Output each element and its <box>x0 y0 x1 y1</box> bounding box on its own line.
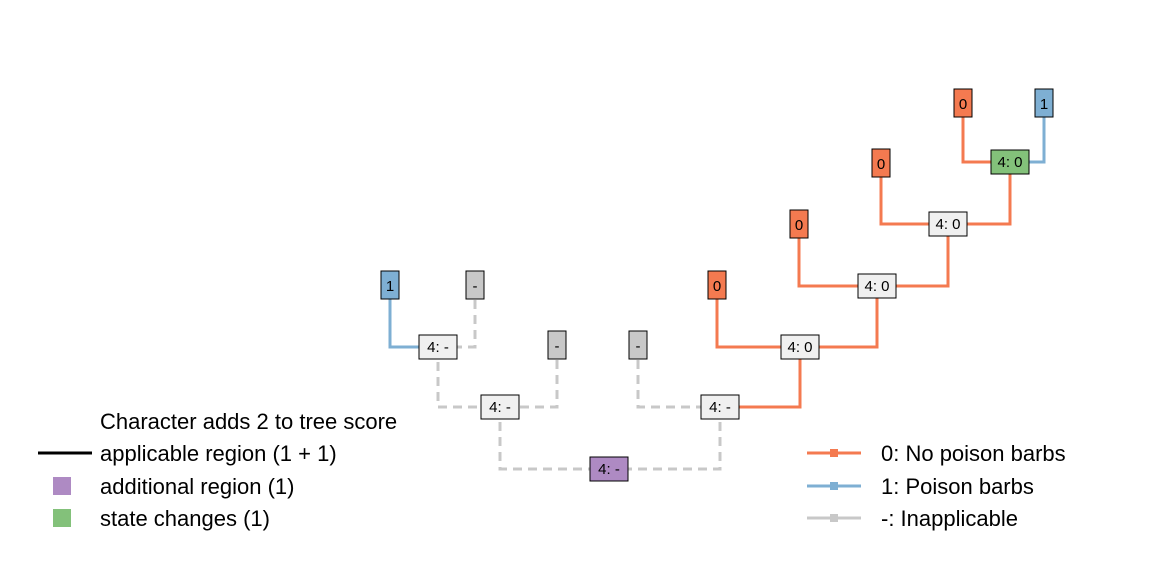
state-legend-item-inapplicable: -: Inapplicable <box>881 506 1018 531</box>
internal-node-label: 4: 0 <box>864 278 889 295</box>
tip-node-label: 1 <box>386 278 394 295</box>
state-0-point-symbol <box>830 449 838 457</box>
state-legend-item-1: 1: Poison barbs <box>881 474 1034 499</box>
internal-node-label: 4: - <box>598 461 620 478</box>
tip-node: 0 <box>953 88 973 118</box>
tip-node-label: 1 <box>1040 96 1048 113</box>
tip-node-label: 0 <box>959 96 967 113</box>
tip-node-label: 0 <box>713 278 721 295</box>
tip-node-box <box>953 88 973 118</box>
score-legend-item-additional: additional region (1) <box>100 474 294 499</box>
tip-node: - <box>465 270 485 300</box>
state-change-square-symbol <box>53 509 71 527</box>
tip-node-label: - <box>555 338 560 355</box>
tip-node: 1 <box>380 270 400 300</box>
score-legend-item-changes: state changes (1) <box>100 506 270 531</box>
internal-node-label: 4: 0 <box>787 339 812 356</box>
tip-node-box <box>1034 88 1054 118</box>
internal-node-label: 4: - <box>489 399 511 416</box>
tree-edge-t2-n1 <box>438 285 477 349</box>
internal-node-label: 4: - <box>427 339 449 356</box>
tree-edge-n6-n5 <box>800 286 879 349</box>
internal-node-box <box>990 149 1030 175</box>
tree-edges <box>388 103 1046 471</box>
internal-node-box <box>700 394 740 420</box>
internal-node-box <box>928 211 968 237</box>
tip-node: - <box>628 330 648 360</box>
internal-node-box <box>480 394 520 420</box>
tip-node: - <box>547 330 567 360</box>
internal-node-box <box>780 334 820 360</box>
tree-edge-n5-n3 <box>720 347 802 409</box>
state-inapplicable-point-symbol <box>830 514 838 522</box>
internal-node: 4: - <box>480 394 520 420</box>
internal-node: 4: 0 <box>780 334 820 360</box>
internal-node-box <box>589 456 629 482</box>
additional-region-square-symbol <box>53 477 71 495</box>
internal-node-label: 4: 0 <box>997 154 1022 171</box>
tip-node-label: 0 <box>877 156 885 173</box>
tip-node-label: - <box>473 278 478 295</box>
state-legend-item-0: 0: No poison barbs <box>881 441 1066 466</box>
internal-node: 4: 0 <box>990 149 1030 175</box>
tip-node-label: - <box>636 338 641 355</box>
internal-node: 4: - <box>418 334 458 360</box>
tree-edge-n1-n2 <box>436 347 500 409</box>
internal-node: 4: - <box>700 394 740 420</box>
tip-node-box <box>380 270 400 300</box>
tree-edge-t7-n7 <box>879 163 948 226</box>
internal-node: 4: 0 <box>928 211 968 237</box>
score-legend-item-applicable: applicable region (1 + 1) <box>100 441 337 466</box>
tip-node: 0 <box>789 209 809 239</box>
internal-node-box <box>857 273 897 299</box>
state-1-point-symbol <box>830 482 838 490</box>
tip-node: 1 <box>1034 88 1054 118</box>
internal-node: 4: 0 <box>857 273 897 299</box>
tree-edge-n3-n4 <box>609 407 722 471</box>
internal-node-label: 4: 0 <box>935 216 960 233</box>
tip-node-box <box>628 330 648 360</box>
tip-node: 0 <box>871 148 891 178</box>
internal-node-label: 4: - <box>709 399 731 416</box>
tree-edge-t5-n5 <box>715 285 800 349</box>
tree-edge-t3-n2 <box>500 345 559 409</box>
state-legend: 0: No poison barbs 1: Poison barbs -: In… <box>807 441 1066 531</box>
tree-edge-t6-n6 <box>797 224 877 288</box>
tree-edge-t4-n3 <box>636 345 720 409</box>
tip-node-box <box>707 270 727 300</box>
tip-node-box <box>871 148 891 178</box>
score-legend-title: Character adds 2 to tree score <box>100 409 397 434</box>
internal-node: 4: - <box>589 456 629 482</box>
score-legend: Character adds 2 to tree score applicabl… <box>38 409 397 531</box>
tree-edge-n8-n7 <box>948 162 1012 226</box>
tip-node: 0 <box>707 270 727 300</box>
tip-node-label: 0 <box>795 217 803 234</box>
internal-node-box <box>418 334 458 360</box>
tip-node-box <box>547 330 567 360</box>
tree-nodes: 1 - - - 0 0 0 0 1 4: - 4: - 4: - 4: - 4: 0 4: 0 4: 0 4: … <box>380 88 1054 482</box>
tip-node-box <box>789 209 809 239</box>
tip-node-box <box>465 270 485 300</box>
tree-edge-n2-n4 <box>498 407 609 471</box>
tree-edge-n7-n6 <box>877 224 950 288</box>
